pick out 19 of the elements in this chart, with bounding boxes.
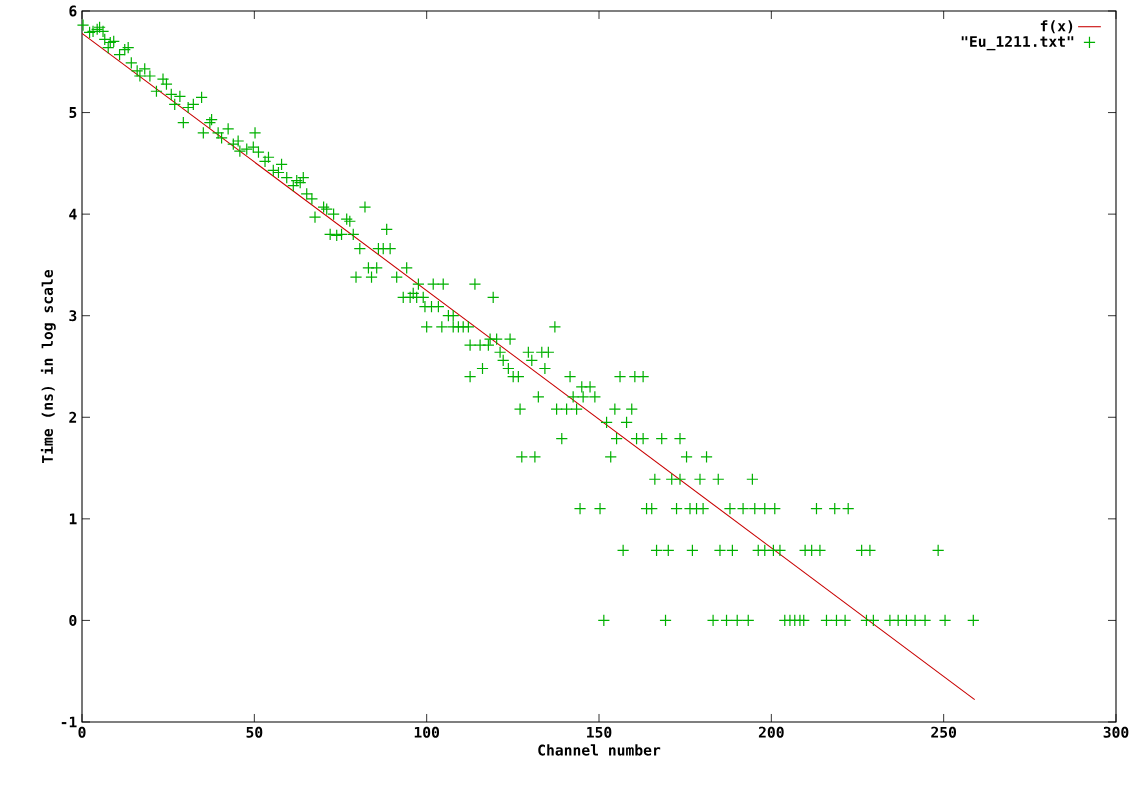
x-axis-title: Channel number	[538, 744, 661, 756]
x-tick-label: 100	[414, 726, 440, 738]
y-tick-label: 2	[69, 411, 77, 423]
x-tick-label: 150	[587, 726, 612, 738]
legend-label: f(x)	[1040, 20, 1073, 34]
y-axis-title: Time (ns) in log scale	[40, 269, 56, 463]
y-tick-label: 3	[69, 310, 77, 322]
x-tick-label: 200	[758, 726, 784, 738]
y-tick-label: 0	[69, 614, 77, 626]
x-tick-label: 0	[78, 726, 86, 738]
x-tick-label: 50	[246, 726, 263, 738]
x-tick-label: 250	[931, 726, 957, 738]
y-tick-label: -1	[61, 716, 77, 728]
y-tick-label: 1	[69, 513, 77, 525]
y-tick-label: 5	[69, 107, 77, 119]
y-tick-label: 4	[69, 208, 77, 220]
y-tick-label: 6	[69, 5, 77, 17]
legend-label: "Eu_1211.txt"	[961, 35, 1074, 51]
x-tick-label: 300	[1103, 726, 1129, 738]
